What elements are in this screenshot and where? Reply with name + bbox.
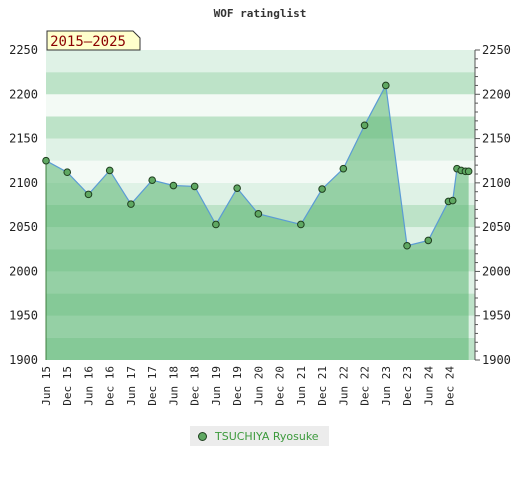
data-point bbox=[254, 210, 263, 218]
x-tick-label: Dec 15 bbox=[61, 366, 74, 406]
y-tick-label-right: 2050 bbox=[482, 220, 511, 234]
legend[interactable]: TSUCHIYA Ryosuke bbox=[190, 426, 329, 446]
data-point bbox=[105, 166, 114, 175]
y-tick-label-right: 2200 bbox=[482, 87, 511, 101]
x-tick-label: Dec 24 bbox=[444, 366, 457, 406]
x-tick-label: Jun 23 bbox=[380, 366, 393, 406]
series-area bbox=[46, 85, 469, 360]
background-band bbox=[46, 94, 475, 117]
data-point bbox=[382, 81, 390, 90]
data-point bbox=[233, 184, 241, 192]
data-point bbox=[169, 181, 178, 190]
x-tick-label: Dec 21 bbox=[316, 366, 329, 406]
y-tick-label-right: 2250 bbox=[482, 43, 511, 57]
data-point bbox=[212, 220, 220, 229]
x-tick-label: Dec 17 bbox=[146, 366, 159, 406]
y-tick-label: 2250 bbox=[9, 43, 38, 57]
y-tick-label: 2150 bbox=[9, 132, 38, 146]
data-point bbox=[148, 176, 156, 184]
series-markers bbox=[42, 81, 473, 250]
data-point bbox=[42, 156, 50, 165]
x-tick-label: Jun 24 bbox=[422, 366, 435, 406]
data-point bbox=[84, 190, 93, 199]
x-tick-label: Dec 16 bbox=[104, 366, 117, 406]
x-tick-label: Jun 16 bbox=[82, 366, 95, 406]
area-layer bbox=[45, 83, 469, 360]
x-tick-label: Dec 19 bbox=[231, 366, 244, 406]
data-point bbox=[424, 236, 433, 245]
x-axis: Jun 15 Dec 15 Jun 16 Dec 16 Jun 17 Dec 17 Jun … bbox=[40, 366, 457, 406]
x-tick-label: Jun 19 bbox=[210, 366, 223, 406]
y-tick-label-right: 2150 bbox=[482, 132, 511, 146]
y-tick-label-right: 1900 bbox=[482, 353, 511, 367]
y-tick-label: 2000 bbox=[9, 264, 38, 278]
data-point bbox=[339, 164, 348, 173]
x-tick-label: Jun 18 bbox=[167, 366, 180, 406]
data-point bbox=[190, 182, 199, 191]
y-tick-label: 1900 bbox=[9, 353, 38, 367]
legend-marker-icon bbox=[198, 431, 207, 441]
y-tick-label: 1950 bbox=[9, 309, 38, 323]
data-point bbox=[448, 196, 457, 205]
series-line bbox=[45, 83, 469, 247]
period-badge-shape bbox=[46, 30, 141, 51]
x-tick-label: Jun 20 bbox=[252, 366, 265, 406]
y-tick-label-right: 2100 bbox=[482, 176, 511, 190]
x-tick-label: Jun 17 bbox=[125, 366, 138, 406]
legend-label: TSUCHIYA Ryosuke bbox=[215, 429, 319, 443]
data-point bbox=[318, 185, 326, 193]
data-point bbox=[360, 121, 369, 130]
background-band bbox=[46, 72, 475, 95]
background-band bbox=[46, 138, 475, 161]
x-tick-label: Dec 20 bbox=[274, 366, 287, 406]
background-band bbox=[46, 116, 475, 139]
x-tick-label: Jun 21 bbox=[295, 366, 308, 406]
x-tick-label: Dec 18 bbox=[189, 366, 202, 406]
data-point bbox=[403, 241, 411, 250]
x-tick-label: Dec 23 bbox=[401, 366, 414, 406]
y-tick-label: 2050 bbox=[9, 220, 38, 234]
period-badge: 2015–2025 bbox=[46, 30, 141, 51]
chart-title: WOF ratinglist bbox=[214, 7, 307, 20]
y-tick-label: 2200 bbox=[9, 87, 38, 101]
data-point bbox=[464, 167, 473, 176]
y-tick-label-right: 2000 bbox=[482, 264, 511, 278]
x-tick-label: Dec 22 bbox=[359, 366, 372, 406]
y-tick-label: 2100 bbox=[9, 176, 38, 190]
period-badge-label: 2015–2025 bbox=[50, 34, 126, 50]
data-point bbox=[63, 168, 72, 177]
data-point bbox=[127, 200, 135, 208]
x-tick-label: Jun 15 bbox=[40, 366, 53, 406]
x-tick-label: Jun 22 bbox=[337, 366, 350, 406]
background-band bbox=[46, 50, 475, 73]
y-tick-label-right: 1950 bbox=[482, 309, 511, 323]
data-point bbox=[297, 220, 305, 229]
y-axis-left: 1900 1950 2000 2050 2100 2150 2200 2250 bbox=[9, 43, 38, 367]
y-axis-right: 1900 1950 2000 2050 2100 2150 2200 2250 bbox=[474, 43, 511, 367]
